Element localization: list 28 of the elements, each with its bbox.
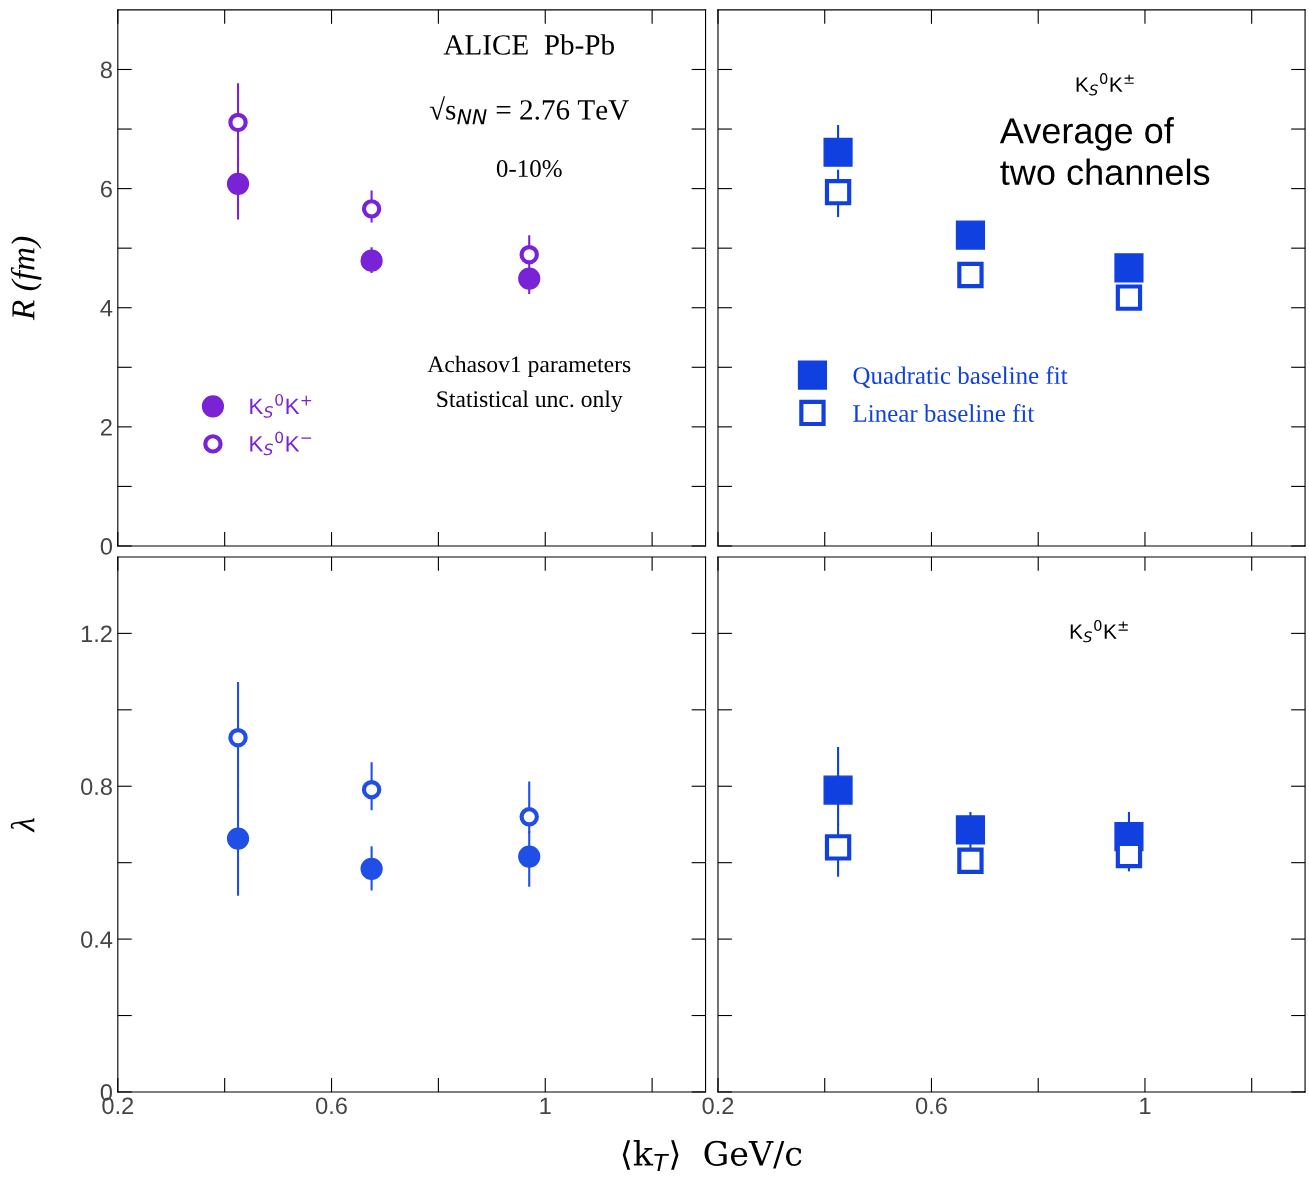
legend-label: Linear baseline fit bbox=[853, 404, 1035, 422]
legend-label: Quadratic baseline fit bbox=[853, 366, 1068, 388]
legend-label: K$_{S}$$^{0}$K$^{−}$ bbox=[250, 431, 312, 456]
annotation: Average of two channels bbox=[999, 117, 1210, 186]
y-axis-title: R (fm) bbox=[10, 236, 42, 321]
y-tick-label: 8 bbox=[100, 61, 112, 79]
annotation: K$_{S}$$^{0}$K$^{±}$ bbox=[1070, 619, 1128, 643]
annotation: 0-10% bbox=[496, 160, 562, 178]
legend-label: K$_{S}$$^{0}$K$^{+}$ bbox=[250, 393, 312, 418]
y-tick-label: 0.4 bbox=[81, 931, 113, 948]
x-tick-label: 1 bbox=[1140, 1097, 1151, 1114]
x-tick-label: 1 bbox=[540, 1097, 551, 1114]
y-axis-title: λ bbox=[10, 818, 35, 833]
annotation: K$_{S}$$^{0}$K$^{±}$ bbox=[1076, 73, 1134, 96]
y-tick-label: 6 bbox=[101, 180, 112, 198]
y-tick-label: 0.8 bbox=[81, 778, 112, 796]
x-tick-label: 0.2 bbox=[702, 1097, 734, 1115]
x-axis-title: ⟨k$_{T}$⟩ GeV/c bbox=[622, 1140, 802, 1171]
x-tick-label: 0.6 bbox=[316, 1097, 347, 1115]
y-tick-label: 0 bbox=[100, 538, 113, 555]
annotation: √s$_{NN}$ = 2.76 TeV bbox=[429, 96, 629, 125]
y-tick-label: 4 bbox=[100, 300, 113, 317]
annotation: Statistical unc. only bbox=[437, 390, 623, 412]
y-tick-label: 2 bbox=[101, 418, 112, 436]
annotation: ALICE Pb-Pb bbox=[443, 34, 614, 55]
x-tick-label: 0.6 bbox=[915, 1097, 947, 1115]
annotation: Achasov1 parameters bbox=[427, 355, 631, 378]
y-tick-label: 1.2 bbox=[81, 625, 112, 642]
